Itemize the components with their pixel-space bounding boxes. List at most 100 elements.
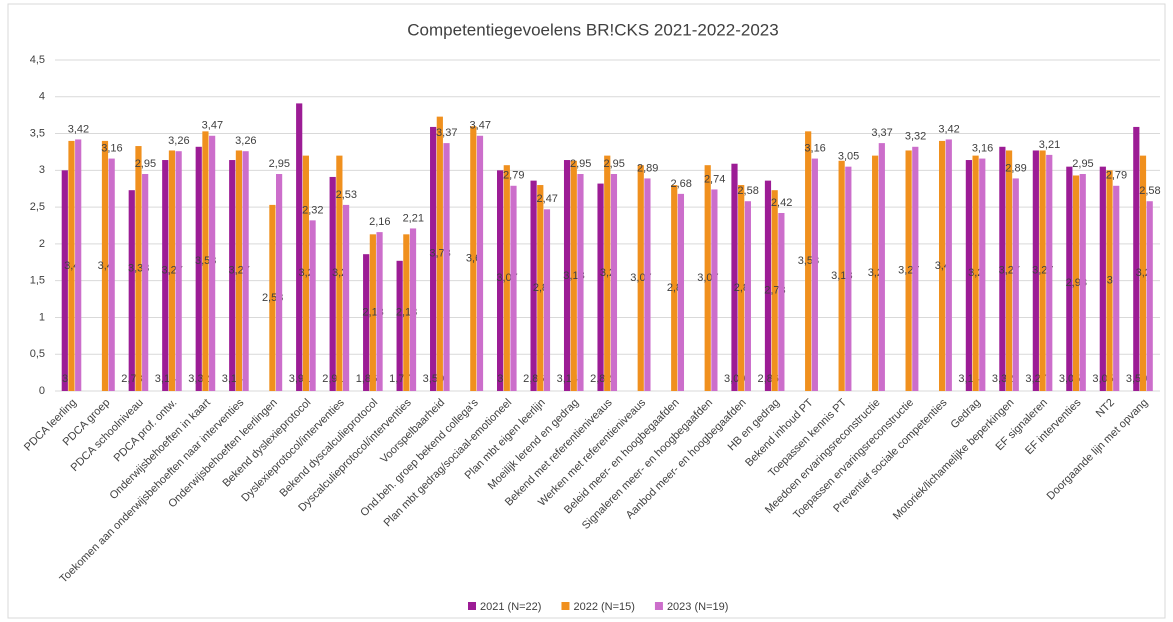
bar [235, 150, 243, 391]
y-tick-label: 4 [39, 91, 45, 103]
bar [1099, 166, 1106, 391]
bar [1066, 166, 1073, 391]
bar [269, 204, 276, 391]
bar [202, 131, 209, 392]
bar [1046, 154, 1053, 391]
bar [979, 158, 986, 391]
bar [175, 151, 182, 391]
data-label: 2,47 [537, 193, 558, 205]
bar [436, 116, 443, 391]
data-label: 2,89 [1005, 162, 1026, 174]
bar [342, 204, 350, 391]
bar [778, 212, 785, 391]
y-tick-label: 3,5 [30, 127, 45, 139]
bar [1005, 150, 1013, 391]
bar [128, 190, 135, 391]
data-label: 3,16 [972, 142, 993, 154]
y-tick-label: 4,5 [30, 54, 45, 66]
bar [503, 165, 510, 391]
data-label: 2,53 [336, 189, 357, 201]
y-tick-label: 2,5 [30, 201, 45, 213]
bar [644, 178, 651, 391]
bar [570, 160, 577, 391]
data-label: 2,58 [737, 185, 758, 197]
bar [142, 174, 149, 391]
bar [811, 158, 818, 391]
data-label: 3,37 [871, 127, 892, 139]
bar [939, 140, 946, 391]
legend-swatch [468, 602, 476, 610]
bar [711, 189, 718, 391]
legend-label: 2021 (N=22) [480, 601, 541, 613]
bar [376, 232, 383, 391]
bar [108, 158, 115, 391]
bar [771, 190, 778, 391]
bar [637, 165, 644, 391]
data-label: 3 [62, 373, 68, 385]
bar [329, 176, 336, 391]
data-label: 3,21 [1039, 139, 1060, 151]
bar [563, 160, 571, 391]
bar [68, 140, 75, 391]
bar [1113, 185, 1120, 391]
y-tick-label: 2 [39, 238, 45, 250]
bar [302, 155, 309, 391]
data-label: 2,89 [637, 162, 658, 174]
data-label: 2,95 [570, 158, 591, 170]
bar [476, 135, 484, 391]
bar [597, 183, 604, 391]
bar [1146, 201, 1153, 391]
bar [537, 185, 544, 391]
bar [872, 155, 879, 391]
data-label: 3,42 [68, 123, 89, 135]
y-tick-label: 1,5 [30, 275, 45, 287]
data-label: 2,95 [603, 158, 624, 170]
bar [135, 146, 142, 391]
bar [972, 155, 979, 391]
data-label: 2,68 [670, 178, 691, 190]
bar [1032, 150, 1039, 391]
data-label: 3,47 [202, 120, 223, 132]
bar [162, 160, 169, 391]
data-label: 3,32 [905, 131, 926, 143]
bar [905, 150, 912, 391]
data-label: 2,21 [403, 212, 424, 224]
data-label: 3,37 [436, 127, 457, 139]
bar [195, 146, 202, 391]
bar [577, 174, 584, 391]
y-tick-label: 3 [39, 164, 45, 176]
data-label: 3,26 [235, 135, 256, 147]
bar [671, 185, 678, 391]
bar [744, 201, 751, 391]
bar [336, 155, 343, 391]
data-label: 2,95 [1072, 158, 1093, 170]
bar [229, 160, 236, 391]
data-label: 3 [1107, 275, 1113, 287]
bar [75, 139, 82, 391]
bar [101, 140, 109, 391]
bar [845, 166, 852, 391]
bar [209, 135, 216, 391]
bar [403, 234, 410, 391]
data-label: 3,47 [470, 120, 491, 132]
bar [1139, 155, 1147, 391]
bar [1012, 178, 1019, 391]
bar [309, 220, 316, 391]
data-label: 2,58 [1139, 185, 1160, 197]
bar [369, 234, 376, 391]
bar [1039, 150, 1046, 391]
data-label: 3,42 [938, 123, 959, 135]
bar [1106, 170, 1113, 391]
data-label: 2,74 [704, 173, 725, 185]
data-label: 3 [497, 373, 503, 385]
bar [296, 103, 303, 392]
bar [276, 174, 283, 391]
bar [409, 228, 417, 391]
legend-label: 2023 (N=19) [667, 601, 728, 613]
bar [242, 151, 249, 391]
y-tick-label: 0 [39, 385, 45, 397]
legend-swatch [561, 602, 570, 610]
data-label: 3,16 [101, 142, 122, 154]
bar [1133, 126, 1140, 392]
